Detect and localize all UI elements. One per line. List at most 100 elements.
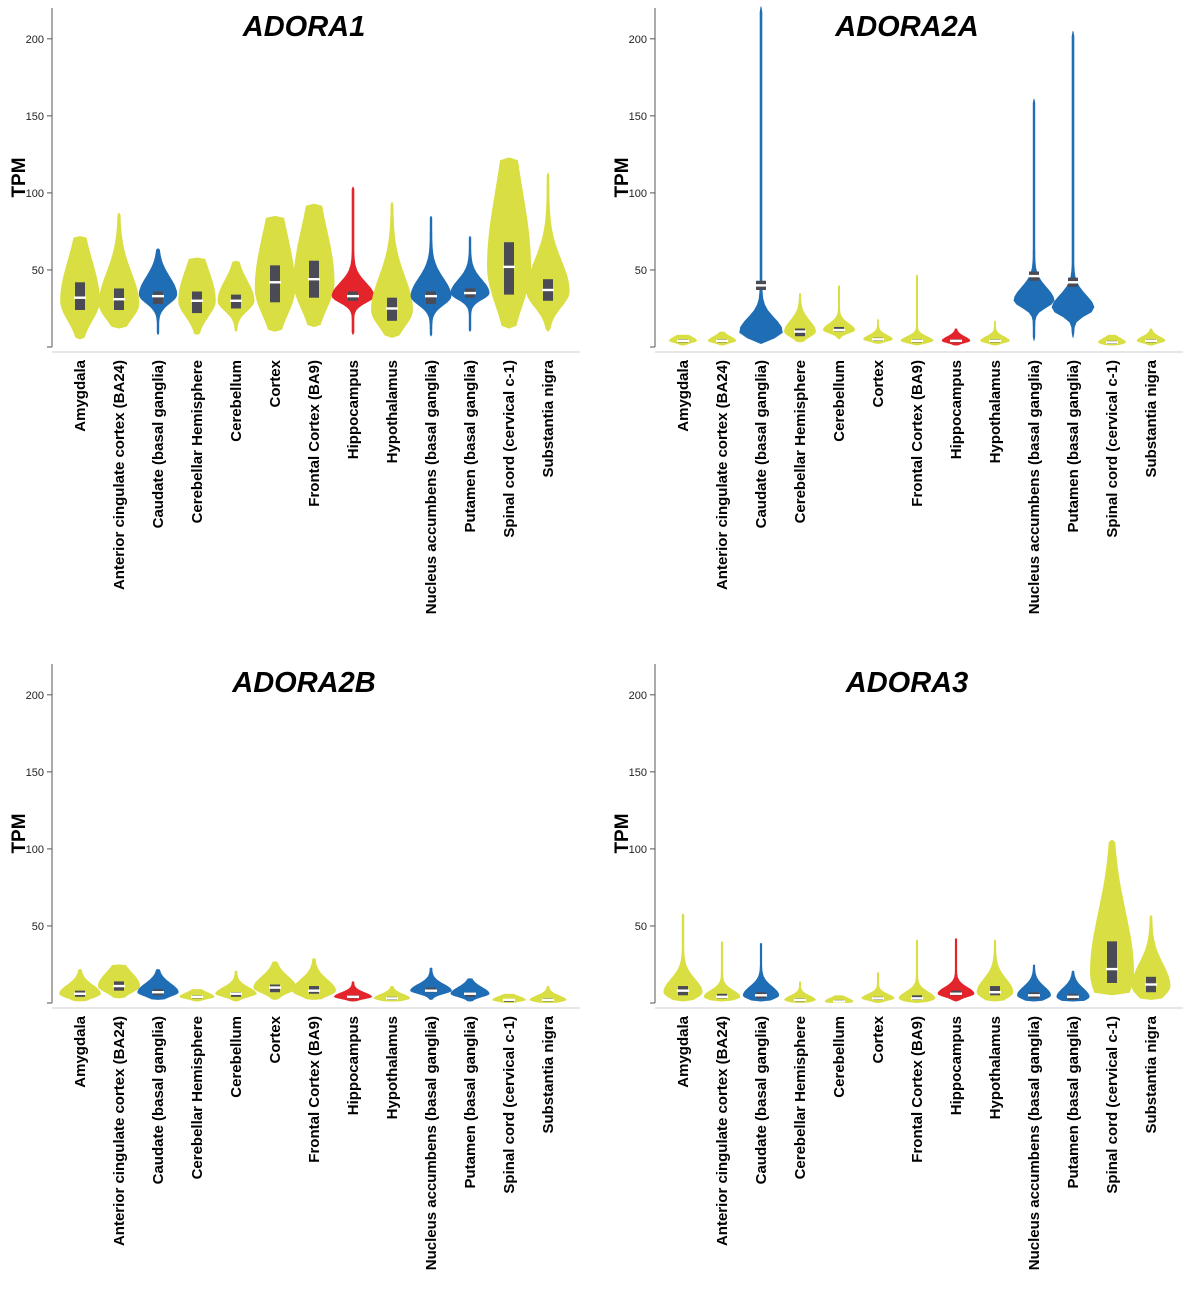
median-marker xyxy=(716,339,728,343)
median-marker xyxy=(542,998,554,1002)
median-marker xyxy=(872,997,884,1000)
violin-3 xyxy=(137,969,179,1000)
category-label: Caudate (basal ganglia) xyxy=(150,1016,167,1184)
violin-5 xyxy=(215,970,257,1002)
iqr-box xyxy=(192,291,202,314)
category-label: Hippocampus xyxy=(345,360,362,459)
violin-8 xyxy=(941,328,971,346)
median-marker xyxy=(911,997,923,1000)
y-tick-label: 100 xyxy=(26,844,44,856)
category-label: Cerebellum xyxy=(831,360,848,442)
violin-chart-adora2b: ADORA2B TPM 50 100 150 200 Amygdala Anterior ci… xyxy=(9,664,580,1270)
category-label: Cerebellar Hemisphere xyxy=(792,360,809,523)
y-axis-label: TPM xyxy=(612,813,633,853)
violin-9 xyxy=(980,320,1010,346)
category-label: Cerebellar Hemisphere xyxy=(792,1016,809,1179)
median-marker xyxy=(833,328,845,332)
chart-title: ADORA2B xyxy=(231,667,375,699)
iqr-box xyxy=(504,242,514,295)
category-label: Hypothalamus xyxy=(384,360,401,463)
violin-2 xyxy=(707,331,737,346)
category-label: Frontal Cortex (BA9) xyxy=(909,360,926,507)
iqr-box xyxy=(1107,941,1117,983)
category-label: Hippocampus xyxy=(948,1016,965,1115)
category-label: Hippocampus xyxy=(948,360,965,459)
median-marker xyxy=(74,296,86,299)
category-label: Hippocampus xyxy=(345,1016,362,1115)
category-label: Amygdala xyxy=(72,359,89,431)
category-label: Cerebellar Hemisphere xyxy=(189,360,206,523)
category-label: Cortex xyxy=(870,1015,887,1063)
iqr-box xyxy=(153,291,163,304)
category-label: Cerebellum xyxy=(831,1016,848,1098)
category-label: Nucleus accumbens (basal ganglia) xyxy=(1026,1016,1043,1270)
violin-10 xyxy=(410,216,452,337)
violin-10 xyxy=(1013,98,1055,341)
category-label: Cerebellum xyxy=(228,1016,245,1098)
violin-11 xyxy=(1056,970,1090,1002)
category-label: Frontal Cortex (BA9) xyxy=(909,1016,926,1163)
median-marker xyxy=(386,307,398,310)
category-label: Substantia nigra xyxy=(1143,1015,1160,1133)
y-tick-label: 150 xyxy=(26,111,44,123)
median-marker xyxy=(755,994,767,997)
violin-11 xyxy=(450,236,490,332)
violin-12 xyxy=(492,993,526,1003)
y-tick-label: 150 xyxy=(26,767,44,779)
category-label: Putamen (basal ganglia) xyxy=(1065,360,1082,533)
iqr-box xyxy=(270,265,280,303)
chart-title: ADORA2A xyxy=(834,11,978,43)
median-marker xyxy=(503,265,515,269)
category-label: Nucleus accumbens (basal ganglia) xyxy=(1026,360,1043,614)
violin-1 xyxy=(59,969,101,1002)
category-label: Frontal Cortex (BA9) xyxy=(306,1016,323,1163)
chart-title: ADORA3 xyxy=(845,667,968,699)
chart-title: ADORA1 xyxy=(242,11,365,43)
violin-10 xyxy=(410,967,452,1000)
violin-7 xyxy=(900,274,934,346)
violin-4 xyxy=(784,293,816,343)
violin-chart-adora2a: ADORA2A TPM 50 100 150 200 Amygdala Anterior ci… xyxy=(612,6,1183,614)
median-marker xyxy=(347,995,359,999)
median-marker xyxy=(833,1000,845,1003)
median-marker xyxy=(1145,339,1157,343)
median-marker xyxy=(269,986,281,989)
category-label: Cortex xyxy=(870,359,887,407)
violin-12 xyxy=(1098,334,1126,346)
median-marker xyxy=(269,281,281,284)
y-tick-label: 100 xyxy=(629,844,647,856)
median-marker xyxy=(794,998,806,1002)
category-label: Caudate (basal ganglia) xyxy=(753,360,770,528)
panel-adora2b: ADORA2B TPM 50 100 150 200 Amygdala Anterior ci… xyxy=(0,656,590,1312)
median-marker xyxy=(152,991,164,994)
category-label: Putamen (basal ganglia) xyxy=(462,1016,479,1189)
violin-7 xyxy=(898,939,936,1003)
violin-6 xyxy=(861,972,895,1003)
violin-13 xyxy=(526,172,570,332)
violin-chart-adora1: ADORA1 TPM 50 100 150 200 Amygdala Anterior cin… xyxy=(9,8,580,614)
violin-13 xyxy=(1131,915,1171,1000)
category-label: Substantia nigra xyxy=(1143,359,1160,477)
category-label: Anterior cingulate cortex (BA24) xyxy=(111,1016,128,1246)
category-label: Amygdala xyxy=(675,359,692,431)
violin-1 xyxy=(663,913,703,1002)
violin-13 xyxy=(529,986,567,1003)
y-tick-label: 200 xyxy=(629,690,647,702)
median-marker xyxy=(230,992,242,995)
median-marker xyxy=(191,299,203,302)
category-label: Nucleus accumbens (basal ganglia) xyxy=(423,360,440,614)
y-tick-label: 50 xyxy=(635,265,647,277)
median-marker xyxy=(950,339,962,343)
violin-11 xyxy=(450,978,490,1002)
violin-6 xyxy=(863,319,893,344)
median-marker xyxy=(950,992,962,995)
median-marker xyxy=(1145,983,1157,986)
median-marker xyxy=(755,284,767,287)
panel-adora3: ADORA3 TPM 50 100 150 200 Amygdala Anterior cin… xyxy=(603,656,1193,1312)
panel-adora2a: ADORA2A TPM 50 100 150 200 Amygdala Anterior ci… xyxy=(603,0,1193,656)
category-label: Hypothalamus xyxy=(987,360,1004,463)
category-label: Substantia nigra xyxy=(540,359,557,477)
category-label: Amygdala xyxy=(72,1015,89,1087)
violin-5 xyxy=(824,995,854,1003)
violin-3 xyxy=(742,942,780,1002)
